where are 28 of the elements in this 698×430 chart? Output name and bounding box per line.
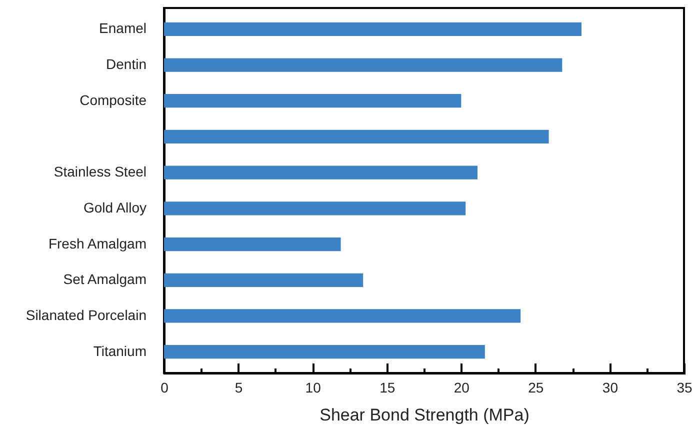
x-tick-label: 20 xyxy=(454,380,470,396)
x-axis-title: Shear Bond Strength (MPa) xyxy=(320,406,530,424)
x-tick-label: 5 xyxy=(234,380,243,396)
x-tick-label: 25 xyxy=(528,380,544,396)
bar xyxy=(164,309,521,323)
bar xyxy=(164,58,562,72)
y-tick-label: Silanated Porcelain xyxy=(26,306,146,323)
y-tick-label: Fresh Amalgam xyxy=(48,235,146,252)
bar xyxy=(164,130,549,144)
y-tick-label: Titanium xyxy=(93,342,146,359)
y-tick-label: Enamel xyxy=(99,20,146,36)
bar xyxy=(164,202,466,216)
x-tick-label: 35 xyxy=(676,380,692,396)
bar xyxy=(164,237,341,252)
bar xyxy=(164,345,485,359)
x-tick-label: 30 xyxy=(602,380,618,396)
y-tick-label: Dentin xyxy=(106,56,146,72)
y-tick-label: Gold Alloy xyxy=(83,199,146,216)
x-tick-label: 15 xyxy=(380,380,396,396)
y-tick-label: Composite xyxy=(80,92,147,108)
bar xyxy=(164,273,364,287)
bar xyxy=(164,22,582,36)
y-tick-label: Stainless Steel xyxy=(54,164,146,180)
x-tick-label: 10 xyxy=(305,380,322,396)
x-tick-label: 0 xyxy=(160,380,169,396)
y-tick-label: Set Amalgam xyxy=(63,271,146,288)
bar xyxy=(164,94,462,108)
bar xyxy=(164,166,478,180)
